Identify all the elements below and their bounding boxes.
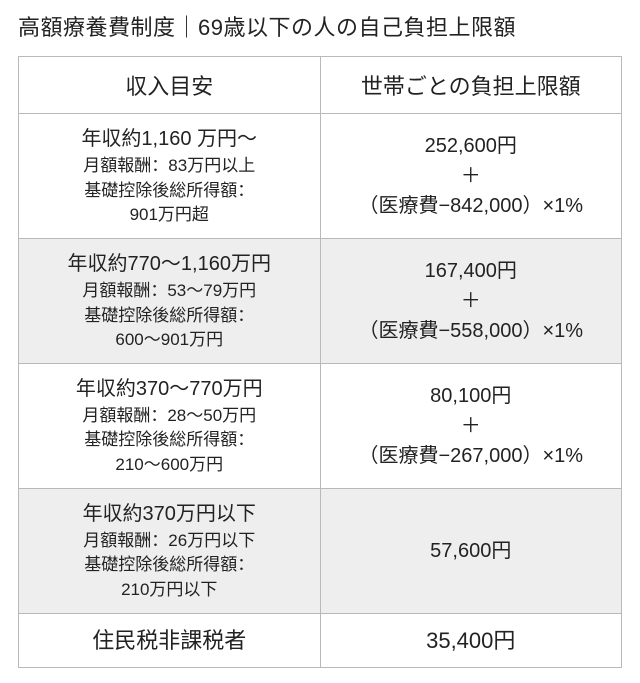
- income-cell: 年収約370〜770万円月額報酬：28〜50万円基礎控除後総所得額：210〜60…: [19, 363, 321, 488]
- income-sub-text: 基礎控除後総所得額：: [27, 428, 312, 453]
- income-main-text: 年収約370〜770万円: [27, 374, 312, 404]
- income-sub-text: 基礎控除後総所得額：: [27, 179, 312, 204]
- limit-line: 167,400円: [329, 256, 614, 286]
- income-sub-text: 基礎控除後総所得額：: [27, 553, 312, 578]
- limit-line: 57,600円: [329, 536, 614, 566]
- income-sub-text: 210〜600万円: [27, 453, 312, 478]
- table-row: 年収約370万円以下月額報酬：26万円以下基礎控除後総所得額：210万円以下 57…: [19, 488, 622, 613]
- income-cell: 年収約1,160 万円〜月額報酬：83万円以上基礎控除後総所得額：901万円超: [19, 114, 321, 239]
- income-sub-text: 月額報酬：28〜50万円: [27, 404, 312, 429]
- table-row: 年収約370〜770万円月額報酬：28〜50万円基礎控除後総所得額：210〜60…: [19, 363, 622, 488]
- table-row: 住民税非課税者 35,400円: [19, 613, 622, 667]
- income-sub-text: 210万円以下: [27, 578, 312, 603]
- income-sub-text: 月額報酬：83万円以上: [27, 154, 312, 179]
- col-header-income: 収入目安: [19, 57, 321, 114]
- limit-cell: 80,100円＋（医療費−267,000）×1%: [320, 363, 622, 488]
- table-header-row: 収入目安 世帯ごとの負担上限額: [19, 57, 622, 114]
- income-cell: 住民税非課税者: [19, 613, 321, 667]
- limit-line: （医療費−267,000）×1%: [329, 441, 614, 471]
- limit-line: 252,600円: [329, 131, 614, 161]
- income-sub-text: 901万円超: [27, 203, 312, 228]
- limit-line: （医療費−842,000）×1%: [329, 191, 614, 221]
- income-main-text: 年収約770〜1,160万円: [27, 249, 312, 279]
- income-sub-text: 基礎控除後総所得額：: [27, 304, 312, 329]
- income-sub-text: 月額報酬：26万円以下: [27, 529, 312, 554]
- limit-line: 80,100円: [329, 381, 614, 411]
- income-main-text: 年収約370万円以下: [27, 499, 312, 529]
- limit-line: ＋: [329, 286, 614, 316]
- limit-line: ＋: [329, 411, 614, 441]
- table-row: 年収約1,160 万円〜月額報酬：83万円以上基礎控除後総所得額：901万円超2…: [19, 114, 622, 239]
- limit-line: ＋: [329, 161, 614, 191]
- income-main-text: 住民税非課税者: [27, 624, 312, 657]
- limit-cell: 35,400円: [320, 613, 622, 667]
- income-cell: 年収約370万円以下月額報酬：26万円以下基礎控除後総所得額：210万円以下: [19, 488, 321, 613]
- limit-table: 収入目安 世帯ごとの負担上限額 年収約1,160 万円〜月額報酬：83万円以上基…: [18, 56, 622, 668]
- page-title: 高額療養費制度｜69歳以下の人の自己負担上限額: [18, 10, 622, 42]
- income-cell: 年収約770〜1,160万円月額報酬：53〜79万円基礎控除後総所得額：600〜…: [19, 238, 321, 363]
- limit-cell: 252,600円＋（医療費−842,000）×1%: [320, 114, 622, 239]
- income-sub-text: 月額報酬：53〜79万円: [27, 279, 312, 304]
- income-sub-text: 600〜901万円: [27, 328, 312, 353]
- limit-line: （医療費−558,000）×1%: [329, 316, 614, 346]
- income-main-text: 年収約1,160 万円〜: [27, 124, 312, 154]
- limit-cell: 57,600円: [320, 488, 622, 613]
- limit-cell: 167,400円＋（医療費−558,000）×1%: [320, 238, 622, 363]
- col-header-limit: 世帯ごとの負担上限額: [320, 57, 622, 114]
- table-row: 年収約770〜1,160万円月額報酬：53〜79万円基礎控除後総所得額：600〜…: [19, 238, 622, 363]
- limit-line: 35,400円: [329, 624, 614, 657]
